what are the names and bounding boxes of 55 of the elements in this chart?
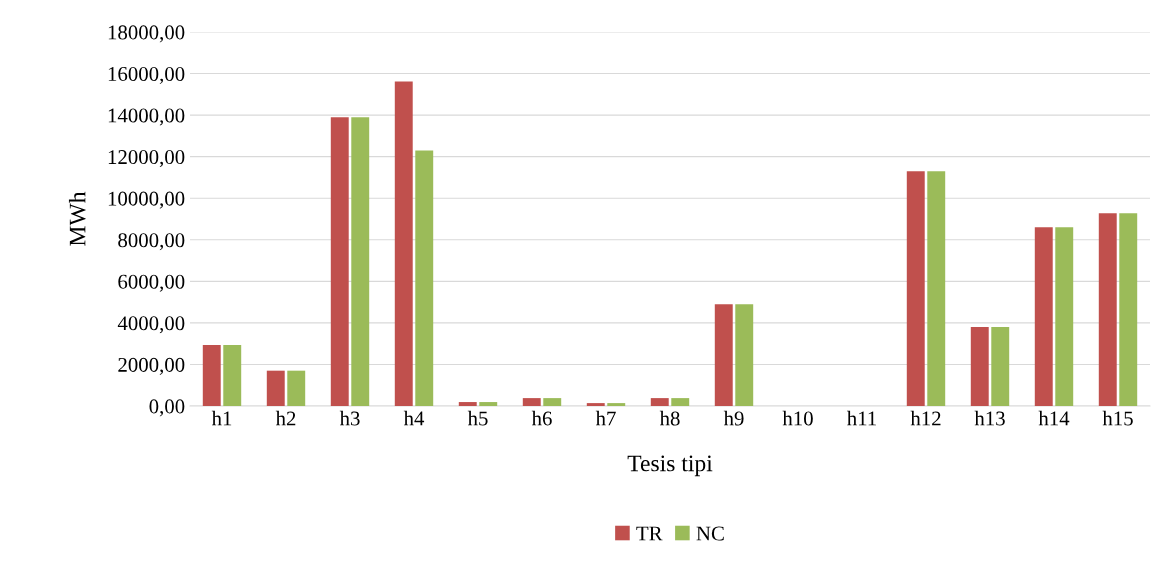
x-tick-label: h15 [1102,410,1133,426]
bar [991,327,1010,406]
bar [671,398,690,406]
bar [970,327,989,406]
bar [1098,213,1117,406]
y-tick-label: 2000,00 [118,357,185,375]
bar [543,398,562,406]
bar [266,370,285,406]
bar [522,398,541,406]
y-tick-label: 4000,00 [117,316,185,334]
bar [607,403,626,406]
bar [415,150,434,406]
bar [458,402,477,406]
bar [223,345,242,406]
x-axis-title: Tesis tipi [627,455,713,477]
bar [330,117,349,406]
bar [714,304,733,406]
legend-label: NC [696,526,724,541]
x-tick-label: h2 [275,410,296,426]
x-tick-label: h3 [339,410,360,426]
x-tick-label: h1 [211,410,232,426]
y-tick-label: 10000,00 [108,191,185,209]
y-tick-label: 16000,00 [108,66,185,84]
y-axis-title: MWh [68,191,86,246]
x-tick-label: h9 [723,410,744,426]
x-tick-label: h14 [1038,410,1070,426]
bar [287,370,306,406]
x-tick-label: h13 [974,410,1005,426]
x-tick-label: h10 [782,410,813,426]
y-tick-label: 12000,00 [108,150,185,168]
x-tick-label: h7 [595,410,616,426]
x-tick-label: h8 [659,410,680,426]
bar [586,403,605,406]
legend-label: TR [636,526,663,541]
bar [650,398,669,406]
y-tick-label: 14000,00 [108,108,185,126]
bar [927,171,946,406]
x-tick-label: h12 [910,410,941,426]
y-tick-label: 18000,00 [108,25,185,43]
bar [479,402,498,406]
bar [202,345,221,406]
bar [394,81,413,406]
x-tick-label: h4 [403,410,425,426]
x-tick-label: h5 [467,410,488,426]
bar [351,117,370,406]
bar [1055,227,1074,406]
bar [1034,227,1053,406]
x-tick-label: h6 [531,410,552,426]
y-tick-label: 8000,00 [118,233,185,251]
y-tick-label: 0,00 [149,399,185,417]
bar [1119,213,1138,406]
bar [735,304,754,406]
x-tick-label: h11 [846,410,876,426]
bar [906,171,925,406]
y-tick-label: 6000,00 [118,274,185,292]
